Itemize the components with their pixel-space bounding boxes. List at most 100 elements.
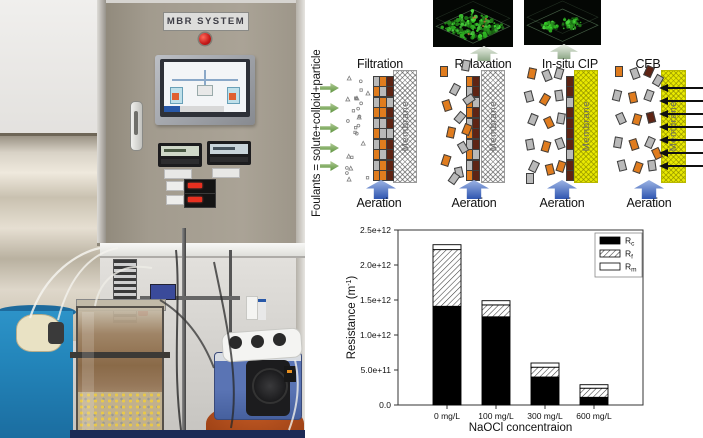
bar-Rf-100 mg/L [481, 304, 511, 318]
foulant-block [566, 149, 574, 161]
bar-Rc-100 mg/L [481, 316, 511, 406]
membrane-label: Membrane [580, 101, 592, 152]
foulant-block [472, 138, 480, 150]
foulant-block [372, 149, 381, 161]
hmi-tank-left-fill [172, 93, 179, 100]
aeration-arrow-ceb [634, 180, 664, 199]
led-label-1 [166, 181, 184, 191]
x-tick-label: 100 mg/L [478, 411, 514, 421]
aeration-arrow-relaxation [459, 180, 489, 199]
clsm-image-cleaned [524, 0, 601, 45]
membrane-insitu-cip: Membrane [574, 70, 598, 183]
foulant-block [472, 117, 480, 129]
stage-title-insitu-cip: In-situ CIP [541, 57, 599, 71]
foulant-block [465, 159, 474, 171]
meter-right-reading [213, 147, 235, 150]
foulant-block [379, 117, 387, 129]
foulant-block [615, 111, 627, 126]
foulant-block [629, 66, 641, 81]
pump-head-rotor [252, 368, 288, 404]
foulants-axis-label: Foulants = solute+colloid+particle [311, 49, 323, 217]
x-tick-label: 300 mg/L [527, 411, 563, 421]
stage-title-filtration: Filtration [357, 57, 403, 71]
bucket-pump-motor [48, 322, 64, 344]
foulant-block [566, 86, 574, 98]
meter-left-label [164, 169, 192, 179]
backwash-arrow [659, 97, 703, 105]
hmi-center-box [197, 85, 213, 96]
foulant-block [613, 136, 623, 149]
cabinet-frame-left [97, 0, 106, 243]
foulant-block [651, 146, 663, 161]
bar-Rm-300 mg/L [530, 362, 560, 368]
y-tick-label: 1.5e+12 [360, 295, 391, 305]
y-tick-label: 1.0e+12 [360, 330, 391, 340]
led-label-2 [166, 195, 184, 205]
foulant-block [526, 67, 538, 80]
foulant-block [566, 138, 574, 150]
y-tick-label: 2.5e+12 [360, 225, 391, 235]
hmi-flow-line-v [204, 70, 206, 92]
stand-rod-1 [182, 228, 186, 430]
backwash-arrow [659, 162, 703, 170]
foulant-block [372, 75, 381, 87]
foulant-block [472, 107, 480, 119]
foulant-block [379, 128, 387, 140]
foulant-block [372, 138, 381, 150]
foulant-block [611, 89, 623, 102]
clsm-pointer-arrow-1 [470, 46, 498, 61]
reactor-granule-zone [78, 392, 162, 436]
foulant-block [453, 110, 467, 125]
foulant-block [448, 82, 462, 97]
legend-label-Rf: Rf [625, 249, 633, 261]
aeration-label-filtration: Aeration [356, 196, 402, 210]
meter-right-keys [210, 157, 248, 162]
bar-Rm-0 mg/L [432, 244, 462, 251]
bar-Rm-100 mg/L [481, 300, 511, 306]
membrane-filtration: Membrane [393, 70, 417, 183]
aeration-arrow-filtration [366, 180, 396, 199]
foulant-block [527, 159, 541, 174]
cabinet-nameplate: MBR SYSTEM [163, 12, 249, 31]
pump-display [284, 366, 296, 382]
foulant-block [632, 160, 644, 175]
power-socket-2 [251, 335, 264, 348]
foulant-block [555, 160, 567, 173]
legend-label-Rc: Rc [625, 236, 635, 248]
stage-title-ceb: CEB [635, 57, 661, 71]
cabinet-nameplate-text: MBR SYSTEM [166, 16, 246, 27]
x-tick-label: 0 mg/L [434, 411, 460, 421]
foulant-block [643, 88, 655, 103]
foulant-block [527, 112, 539, 127]
y-tick-label: 0.0 [379, 400, 391, 410]
foulant-block [472, 96, 480, 108]
foulant-block [372, 159, 381, 171]
foulant-block [465, 117, 474, 129]
bar-Rc-300 mg/L [530, 376, 560, 406]
emergency-stop-button [199, 33, 211, 45]
foulant-block [386, 75, 394, 87]
foulant-block [566, 159, 574, 171]
stage-title-relaxation: Relaxation [454, 57, 512, 71]
foulant-block [538, 92, 552, 107]
foulant-block [386, 149, 394, 161]
legend-swatch-Rf [599, 249, 621, 258]
foulant-block [615, 66, 623, 77]
clsm-pointer-arrow-2 [550, 44, 578, 59]
foulant-block [465, 170, 474, 182]
foulant-block [554, 136, 566, 151]
foulant-block [647, 159, 657, 172]
aeration-label-relaxation: Aeration [451, 196, 497, 210]
foulant-block [440, 154, 452, 167]
foulant-block [465, 128, 474, 140]
foulant-block [526, 173, 534, 184]
foulant-block [386, 86, 394, 98]
foulant-block [541, 68, 553, 83]
foulant-block [465, 107, 474, 119]
foulant-block [525, 138, 535, 151]
reactor-clamp-bar [70, 352, 170, 358]
foulant-block [379, 159, 387, 171]
bench-skirt [70, 430, 305, 438]
foulant-block [472, 86, 480, 98]
meter-left-reading [164, 149, 186, 152]
